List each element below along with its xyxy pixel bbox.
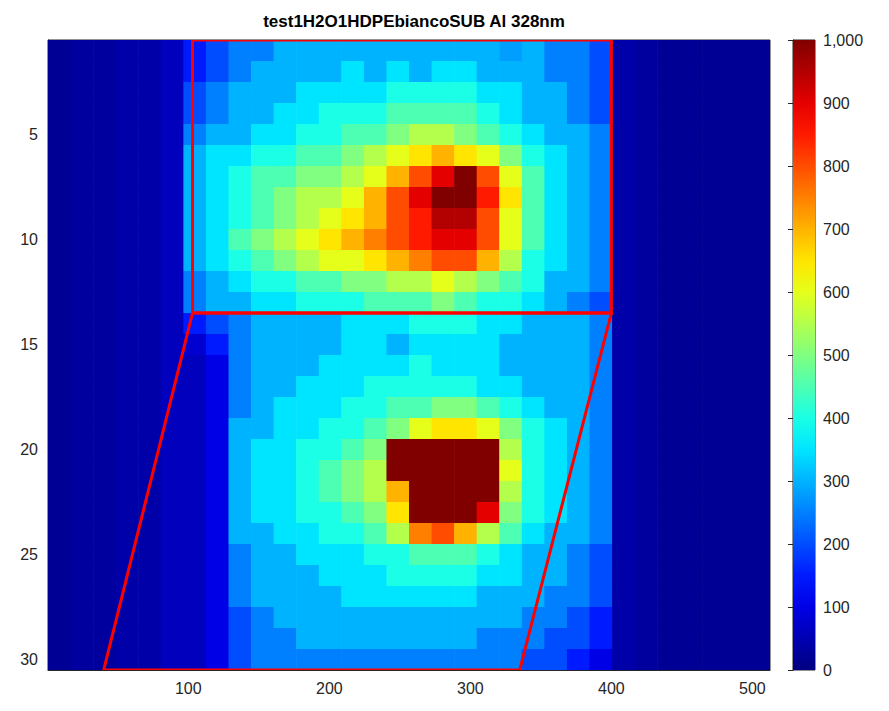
svg-text:400: 400 <box>823 410 850 427</box>
svg-text:300: 300 <box>823 473 850 490</box>
svg-text:600: 600 <box>823 284 850 301</box>
svg-text:800: 800 <box>823 158 850 175</box>
svg-text:20: 20 <box>20 441 38 458</box>
svg-text:25: 25 <box>20 546 38 563</box>
svg-text:900: 900 <box>823 95 850 112</box>
svg-text:100: 100 <box>823 599 850 616</box>
svg-text:0: 0 <box>823 662 832 679</box>
svg-text:30: 30 <box>20 651 38 668</box>
svg-text:500: 500 <box>823 347 850 364</box>
svg-text:300: 300 <box>457 680 484 697</box>
svg-text:100: 100 <box>175 680 202 697</box>
svg-text:1,000: 1,000 <box>823 32 863 49</box>
svg-text:200: 200 <box>316 680 343 697</box>
svg-text:500: 500 <box>739 680 766 697</box>
svg-text:15: 15 <box>20 336 38 353</box>
svg-text:5: 5 <box>29 126 38 143</box>
svg-text:400: 400 <box>598 680 625 697</box>
svg-text:test1H2O1HDPEbiancoSUB Al 328n: test1H2O1HDPEbiancoSUB Al 328nm <box>263 12 565 31</box>
svg-text:200: 200 <box>823 536 850 553</box>
svg-text:700: 700 <box>823 221 850 238</box>
svg-text:10: 10 <box>20 231 38 248</box>
